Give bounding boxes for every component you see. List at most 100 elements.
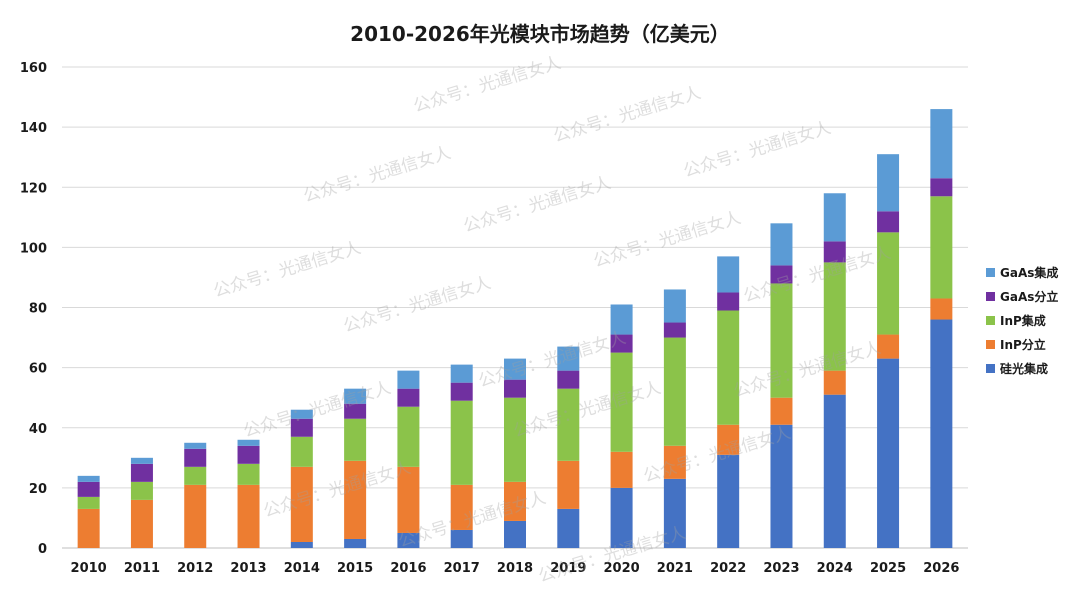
legend-label: InP集成 xyxy=(1000,313,1046,328)
bar-segment-0 xyxy=(930,319,953,548)
bar-segment-2 xyxy=(610,352,633,452)
x-tick-label: 2025 xyxy=(870,561,906,576)
bar-segment-1 xyxy=(397,466,420,533)
bar-segment-3 xyxy=(290,418,313,437)
legend-label: GaAs集成 xyxy=(1000,265,1059,280)
legend-swatch xyxy=(986,267,995,277)
bar-segment-0 xyxy=(290,541,313,548)
bar-segment-4 xyxy=(877,154,900,212)
bar-segment-4 xyxy=(130,457,153,464)
y-tick-label: 120 xyxy=(20,181,47,196)
bar-segment-3 xyxy=(770,265,793,284)
bar-segment-4 xyxy=(290,409,313,419)
y-tick-label: 80 xyxy=(29,302,47,317)
y-axis-ticks: 0 20 40 60 80 100 120 140 160 xyxy=(20,61,47,557)
bar-segment-3 xyxy=(397,388,420,407)
bar-segment-3 xyxy=(344,403,367,419)
bar-segment-3 xyxy=(237,445,260,464)
bar-segment-1 xyxy=(877,334,900,359)
bar-segment-0 xyxy=(450,529,473,548)
bar-segment-1 xyxy=(130,499,153,548)
bar-segment-4 xyxy=(450,364,473,383)
bar-segment-0 xyxy=(717,454,740,548)
bar-segment-4 xyxy=(717,256,740,293)
bar-segment-3 xyxy=(557,370,580,389)
x-tick-label: 2012 xyxy=(177,561,213,576)
bar-segment-0 xyxy=(504,520,526,548)
x-tick-label: 2011 xyxy=(124,561,160,576)
bar-segment-2 xyxy=(450,400,473,485)
bar-segment-0 xyxy=(770,424,793,548)
bar-segment-1 xyxy=(184,484,207,548)
bar-segment-2 xyxy=(504,397,526,482)
bar-series xyxy=(77,109,953,548)
bar-segment-3 xyxy=(184,448,207,467)
legend-item: 硅光集成 xyxy=(986,356,1058,380)
legend-label: 硅光集成 xyxy=(1000,361,1049,376)
x-tick-label: 2010 xyxy=(71,561,107,576)
x-tick-label: 2013 xyxy=(230,561,266,576)
bar-segment-1 xyxy=(823,370,846,395)
legend-swatch xyxy=(986,363,995,373)
bar-segment-3 xyxy=(717,292,740,311)
x-tick-label: 2014 xyxy=(284,561,320,576)
bar-segment-0 xyxy=(344,538,367,548)
x-tick-label: 2026 xyxy=(923,561,959,576)
bar-segment-4 xyxy=(237,439,260,446)
y-tick-label: 40 xyxy=(29,422,47,437)
bar-segment-2 xyxy=(770,283,793,398)
bar-segment-0 xyxy=(877,358,900,548)
x-tick-label: 2022 xyxy=(710,561,746,576)
legend-swatch xyxy=(986,315,995,325)
legend-item: GaAs集成 xyxy=(986,260,1058,284)
bar-segment-2 xyxy=(397,406,420,467)
x-tick-label: 2024 xyxy=(817,561,853,576)
y-tick-label: 100 xyxy=(20,241,47,256)
bar-segment-1 xyxy=(77,508,100,548)
bar-segment-3 xyxy=(77,481,100,497)
legend: GaAs集成 GaAs分立 InP集成 InP分立硅光集成 xyxy=(986,260,1058,380)
bar-segment-4 xyxy=(184,442,207,449)
bar-segment-1 xyxy=(663,445,686,479)
y-tick-label: 140 xyxy=(20,121,47,136)
bar-segment-0 xyxy=(823,394,846,548)
bar-segment-2 xyxy=(557,388,580,461)
legend-item: GaAs分立 xyxy=(986,284,1058,308)
bar-segment-1 xyxy=(610,451,633,488)
bar-segment-2 xyxy=(237,463,260,485)
x-tick-label: 2020 xyxy=(603,561,639,576)
legend-label: InP分立 xyxy=(1000,337,1046,352)
bar-segment-1 xyxy=(290,466,313,542)
bar-segment-1 xyxy=(557,460,580,509)
bar-segment-2 xyxy=(877,232,900,335)
y-tick-label: 0 xyxy=(38,542,47,557)
bar-segment-2 xyxy=(130,481,153,500)
bar-segment-1 xyxy=(930,298,953,320)
bar-segment-0 xyxy=(610,487,633,548)
bar-segment-2 xyxy=(823,262,846,371)
bar-segment-0 xyxy=(663,478,686,548)
bar-segment-0 xyxy=(557,508,580,548)
bar-segment-2 xyxy=(344,418,367,461)
bar-segment-1 xyxy=(344,460,367,539)
bar-segment-1 xyxy=(450,484,473,530)
bar-segment-4 xyxy=(770,223,793,266)
legend-label: GaAs分立 xyxy=(1000,289,1059,304)
x-tick-label: 2016 xyxy=(390,561,426,576)
bar-segment-1 xyxy=(237,484,260,548)
legend-item: InP分立 xyxy=(986,332,1058,356)
bar-segment-4 xyxy=(344,388,367,404)
chart-title: 2010-2026年光模块市场趋势（亿美元） xyxy=(350,22,730,46)
bar-segment-0 xyxy=(397,532,420,548)
bar-segment-2 xyxy=(717,310,740,425)
bar-segment-1 xyxy=(504,481,526,521)
bar-segment-3 xyxy=(450,382,473,401)
legend-swatch xyxy=(986,291,995,301)
bar-segment-2 xyxy=(290,436,313,467)
x-tick-label: 2023 xyxy=(763,561,799,576)
bar-segment-3 xyxy=(877,211,900,233)
x-tick-label: 2018 xyxy=(497,561,533,576)
bar-segment-3 xyxy=(504,379,526,398)
x-tick-label: 2017 xyxy=(444,561,480,576)
